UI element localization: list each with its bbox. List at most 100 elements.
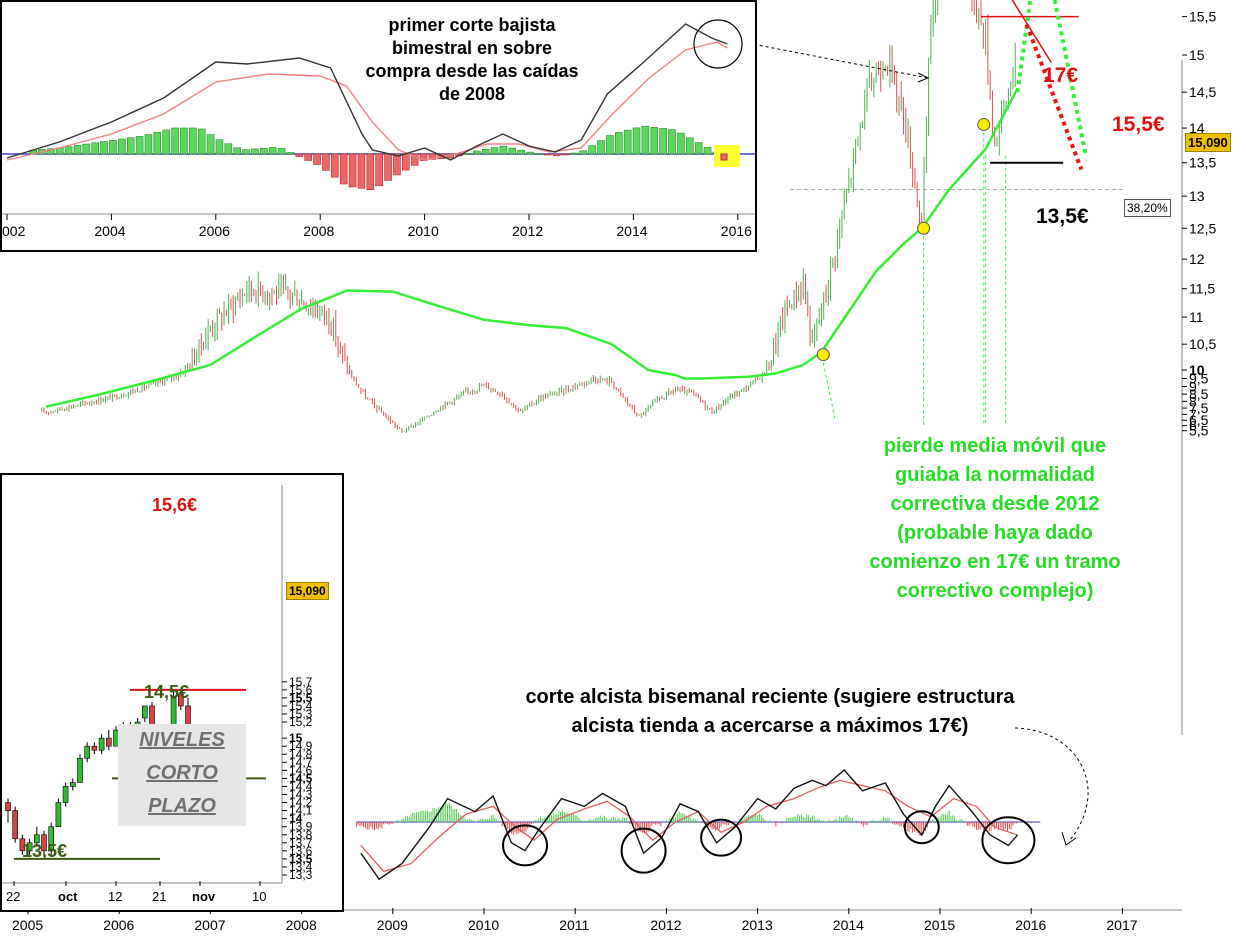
price-tick-label: 10: [1189, 362, 1205, 378]
histogram-bar: [490, 147, 499, 155]
projection-path: [1024, 23, 1084, 171]
histogram-bar: [606, 135, 614, 155]
price-tick-label: 14,7: [289, 755, 313, 769]
candle-body: [77, 757, 83, 783]
level-label-15-5: 15,5€: [1112, 113, 1165, 136]
histogram-bar: [419, 153, 428, 161]
histogram-bar: [677, 132, 685, 155]
time-tick-label: 2010: [408, 223, 439, 239]
price-tick-label: 14,9: [289, 739, 313, 753]
histogram-bar: [126, 137, 135, 155]
time-tick-label: 2016: [1015, 917, 1046, 933]
time-tick-label: 2014: [616, 223, 647, 239]
histogram-bar: [82, 143, 91, 155]
price-tick-label: 13,3: [289, 868, 313, 882]
annotation-line: alcista tienda a acercarse a máximos 17€…: [571, 715, 969, 737]
candle-body: [26, 842, 33, 852]
price-tick-label: 12,5: [1189, 220, 1216, 236]
histogram-bar: [268, 147, 277, 155]
curved-arrow-head: [1061, 831, 1077, 846]
candle-body: [178, 693, 184, 707]
price-tick-label: 8: [1189, 393, 1197, 409]
time-tick-label: 2005: [12, 917, 43, 933]
time-tick-label: 10: [252, 889, 266, 904]
candle-body: [106, 737, 112, 747]
level-label-13-5-short: 13,5€: [22, 841, 68, 861]
level-label-13-5: 13,5€: [1036, 205, 1089, 228]
histogram-bar: [295, 153, 304, 157]
histogram-bar: [481, 149, 490, 155]
price-tick-label: 13,5: [1189, 155, 1216, 171]
price-tick-label: 13,4: [289, 860, 313, 874]
histogram-bar: [171, 127, 179, 155]
price-tick-label: 5,5: [1189, 423, 1209, 439]
price-tick-label: 13,6: [289, 844, 313, 858]
bimonthly-annotation: primer corte bajista bimestral en sobre …: [352, 14, 592, 106]
candle-body: [55, 802, 62, 827]
histogram-bar: [331, 153, 339, 178]
price-tick-label: 15,4: [289, 699, 313, 713]
histogram-bar: [109, 139, 117, 155]
histogram-bar: [135, 136, 144, 155]
histogram-bar: [650, 127, 659, 155]
caption-line: CORTO: [146, 762, 218, 784]
histogram-bar: [118, 138, 126, 155]
time-tick-label: 2015: [924, 917, 955, 933]
marker-guide: [822, 362, 836, 421]
histogram-bar: [552, 153, 561, 157]
price-tick-label: 14,1: [289, 804, 313, 818]
cross-circle: [981, 816, 1036, 865]
top-circle: [693, 19, 743, 69]
time-tick-label: 002: [2, 223, 26, 239]
projection-path: [1015, 0, 1088, 157]
annotation-line: pierde media móvil que: [883, 435, 1107, 457]
histogram-bar: [313, 153, 321, 165]
price-tick-label: 15: [289, 731, 303, 745]
histogram-bar: [162, 129, 171, 155]
level-label-17: 17€: [1043, 64, 1079, 87]
candle-body: [62, 786, 69, 803]
oscillator-fast-line: [360, 769, 1019, 881]
histogram-bar: [322, 153, 330, 171]
time-tick-label: 2010: [468, 917, 499, 933]
bimonthly-inset: 002 2004 2006 2008 2010 2012 2014 2016 primer c…: [0, 0, 757, 252]
histogram-bar: [579, 150, 588, 155]
histogram-bar: [197, 128, 206, 155]
moving-average-line: [45, 87, 1019, 408]
cross-circle: [502, 824, 549, 867]
annotation-line: correctiva desde 2012: [890, 493, 1100, 515]
histogram-bar: [73, 145, 82, 155]
histogram-bar: [543, 153, 552, 156]
price-tick-label: 8,5: [1189, 386, 1209, 402]
annotation-line: primer corte bajista: [388, 15, 556, 35]
candle-body: [84, 745, 90, 759]
time-tick-label: 2012: [512, 223, 543, 239]
touch-marker: [917, 221, 931, 235]
histogram-bar: [694, 142, 703, 155]
fast-line: [6, 23, 728, 161]
time-tick-label: 2014: [833, 917, 864, 933]
caption-line: PLAZO: [148, 795, 216, 817]
histogram-bar: [508, 147, 517, 155]
caption-line: NIVELES: [139, 729, 225, 751]
histogram-bar: [472, 150, 481, 155]
touch-marker: [977, 118, 991, 132]
histogram-bar: [153, 131, 162, 155]
histogram-bar: [189, 127, 197, 155]
price-tick-label: 14,5: [289, 771, 313, 785]
histogram-bar: [623, 129, 632, 155]
fib-label: 38,20%: [1124, 199, 1171, 217]
price-tick-label: 6: [1189, 418, 1197, 434]
annotation-line: de 2008: [438, 84, 506, 104]
time-tick-label: 2004: [94, 223, 125, 239]
histogram-bar: [339, 153, 348, 185]
histogram-bar: [535, 153, 543, 155]
price-tick-label: 14: [289, 812, 303, 826]
levels-caption: NIVELES CORTO PLAZO: [118, 724, 246, 823]
histogram-bar: [375, 153, 383, 187]
price-tick-label: 13,7: [289, 836, 313, 850]
time-tick-label: 2008: [286, 917, 317, 933]
price-tick-label: 13: [1189, 188, 1205, 204]
price-tick-label: 14,2: [289, 796, 313, 810]
